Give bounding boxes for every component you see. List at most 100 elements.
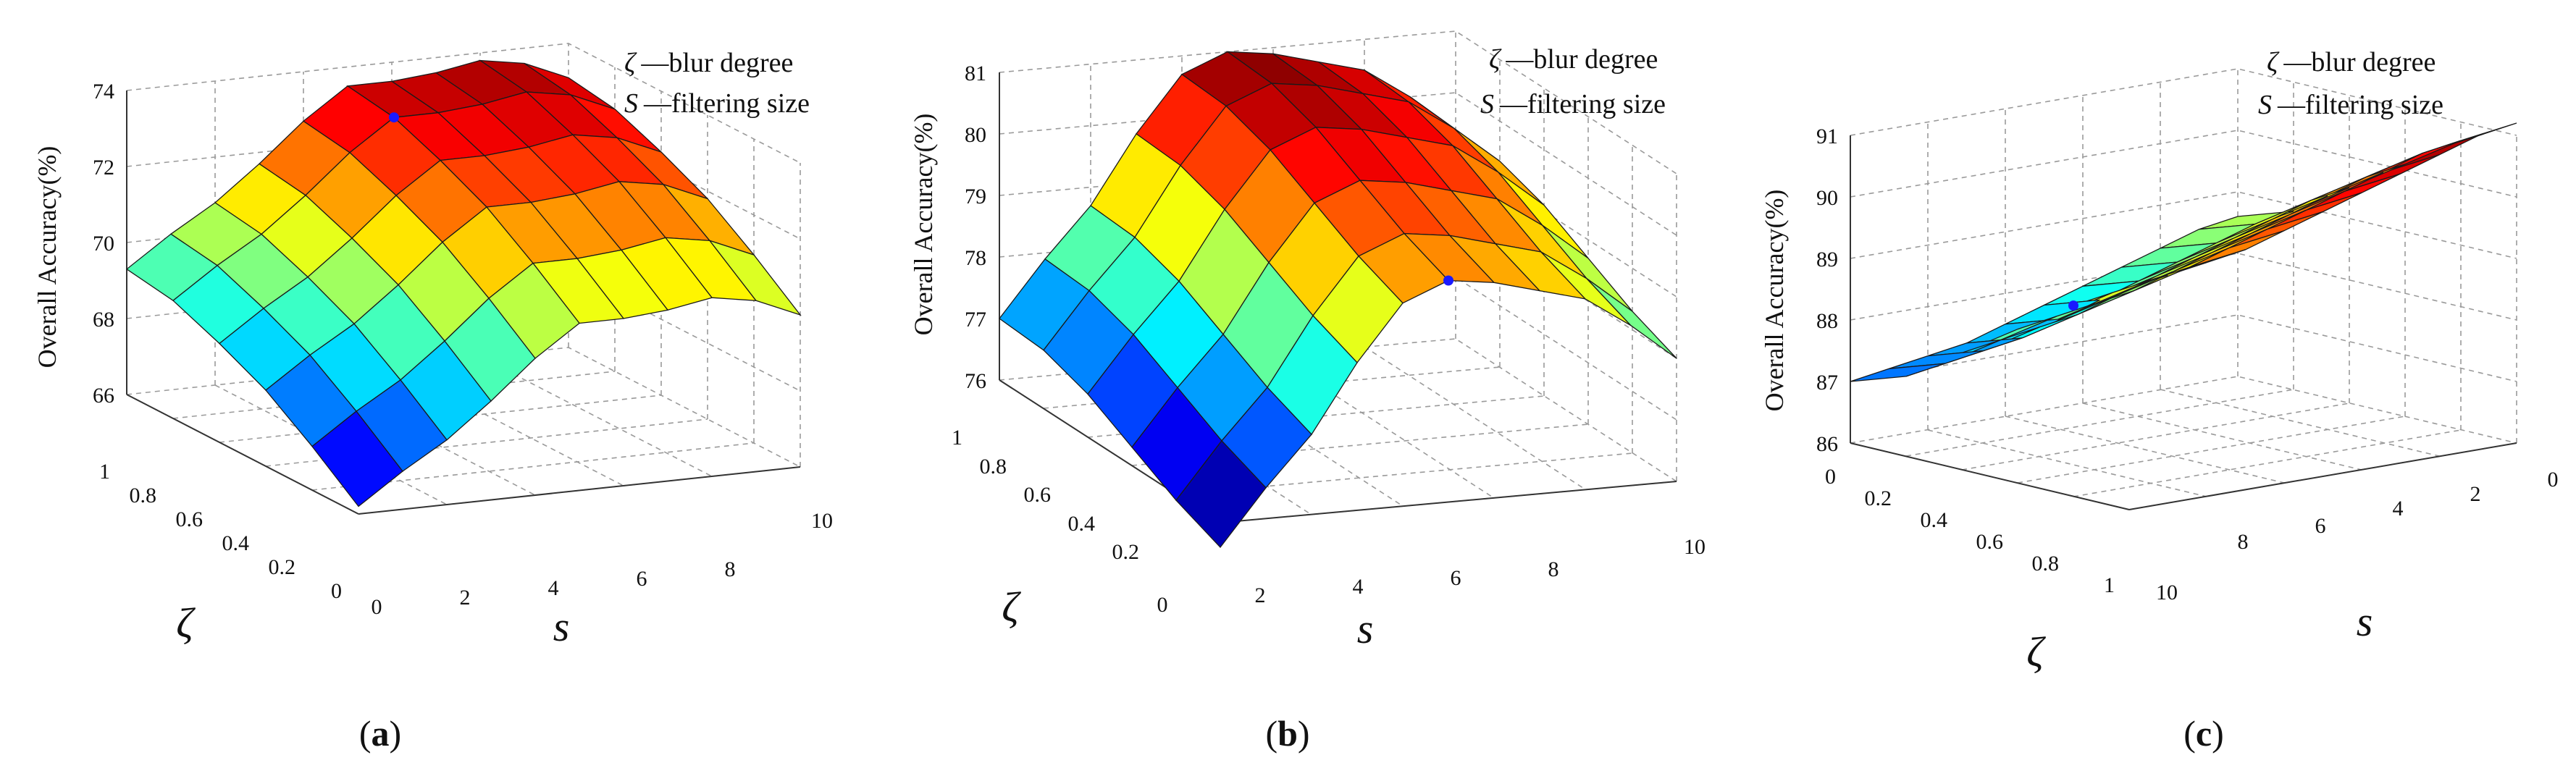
legend-s: S —filtering size <box>2258 90 2443 120</box>
best-point-marker <box>389 112 399 123</box>
zeta-tick-label: 0.6 <box>1024 483 1052 507</box>
z-tick-label: 86 <box>1816 432 1838 456</box>
s-tick-label: 8 <box>2238 530 2249 554</box>
s-tick-label: 0 <box>2548 468 2559 492</box>
axis-lines <box>1850 135 2517 510</box>
surface-patch <box>1850 363 1945 382</box>
z-tick-label: 72 <box>93 156 114 180</box>
surface-patch <box>1586 278 1677 359</box>
zeta-tick-label: 0.4 <box>1921 508 1948 532</box>
s-tick-label: 6 <box>2315 514 2326 538</box>
zeta-tick-label: 0 <box>1825 465 1836 489</box>
legend-s: S —filtering size <box>1480 89 1666 119</box>
surface <box>125 59 802 507</box>
z-tick-label: 80 <box>965 123 986 147</box>
z-tick-labels: 76 77 78 79 80 81 <box>965 62 986 393</box>
legend: ζ —blur degree S —filtering size <box>1480 44 1666 119</box>
legend-zeta: ζ —blur degree <box>624 48 793 78</box>
z-tick-label: 87 <box>1816 371 1838 395</box>
s-tick-labels: 0 2 4 6 8 10 <box>2156 468 2559 604</box>
caption: (a) <box>359 713 401 754</box>
s-tick-label: 6 <box>637 567 647 591</box>
best-point-marker <box>1443 275 1453 286</box>
zeta-tick-label: 0 <box>331 579 342 603</box>
z-gridlines <box>1850 68 2517 444</box>
panel-b: 76 77 78 79 80 81 0.2 0.4 0.6 0.8 1 0 2 … <box>909 30 1706 754</box>
z-tick-labels: 86 87 88 89 90 91 <box>1816 125 1838 456</box>
floor-gridlines <box>1850 389 2517 510</box>
legend-zeta: ζ —blur degree <box>1489 44 1658 75</box>
z-tick-label: 66 <box>93 384 114 408</box>
zeta-tick-label: 0.8 <box>130 484 157 507</box>
z-tick-label: 81 <box>965 62 986 85</box>
s-axis-label: s <box>553 603 570 650</box>
s-tick-label: 4 <box>548 576 559 600</box>
legend-zeta: ζ —blur degree <box>2267 47 2436 77</box>
s-axis-label: s <box>1357 605 1374 652</box>
z-tick-label: 77 <box>965 308 986 332</box>
panel-c: 86 87 88 89 90 91 0 0.2 0.4 0.6 0.8 1 0 … <box>1760 47 2559 754</box>
surface <box>1850 122 2517 382</box>
surface-patch <box>311 410 403 507</box>
s-tick-label: 2 <box>1255 583 1266 607</box>
zeta-tick-label: 0.2 <box>269 555 296 579</box>
zeta-tick-label: 0.6 <box>1976 530 2004 554</box>
z-tick-label: 91 <box>1816 125 1838 148</box>
s-tick-label: 10 <box>1684 535 1706 559</box>
z-tick-label: 76 <box>965 369 986 393</box>
surface-patch <box>2267 192 2362 230</box>
s-tick-label: 4 <box>2393 497 2404 520</box>
y-axis-label: Overall Accuracy(%) <box>1760 190 1789 412</box>
z-tick-label: 70 <box>93 232 114 256</box>
zeta-tick-label: 1 <box>99 460 110 484</box>
s-tick-label: 2 <box>2470 482 2481 506</box>
z-tick-label: 88 <box>1816 309 1838 333</box>
zeta-tick-label: 0.8 <box>2032 552 2060 576</box>
y-axis-label: Overall Accuracy(%) <box>909 114 938 336</box>
s-tick-label: 8 <box>725 557 736 581</box>
s-tick-label: 6 <box>1451 566 1461 590</box>
best-point-marker <box>2068 300 2078 311</box>
zeta-tick-label: 0.6 <box>176 507 204 531</box>
s-tick-label: 10 <box>811 509 833 533</box>
s-tick-label: 10 <box>2156 581 2178 604</box>
z-tick-label: 79 <box>965 185 986 208</box>
surface-patch <box>2305 173 2401 211</box>
z-tick-labels: 66 68 70 72 74 <box>93 80 114 408</box>
zeta-tick-labels: 0 0.2 0.4 0.6 0.8 1 <box>1825 465 2115 597</box>
zeta-tick-labels: 0.2 0.4 0.6 0.8 1 <box>952 426 1139 564</box>
zeta-axis-label: ζ <box>176 599 196 646</box>
surface <box>999 51 1677 549</box>
z-tick-label: 74 <box>93 80 114 104</box>
s-axis-label: s <box>2357 598 2373 645</box>
zeta-axis-label: ζ <box>1002 583 1021 631</box>
z-tick-label: 89 <box>1816 248 1838 271</box>
surface-patch <box>2344 154 2440 192</box>
legend: ζ —blur degree S —filtering size <box>2258 47 2443 120</box>
s-tick-label: 4 <box>1353 575 1364 599</box>
zeta-tick-label: 1 <box>952 426 962 450</box>
s-tick-label: 8 <box>1548 557 1559 581</box>
y-axis-label: Overall Accuracy(%) <box>33 146 62 368</box>
zeta-tick-label: 1 <box>2104 573 2115 597</box>
z-tick-label: 78 <box>965 246 986 270</box>
legend-s: S —filtering size <box>624 88 810 119</box>
panel-a: 66 68 70 72 74 0 0.2 0.4 0.6 0.8 1 0 2 4… <box>33 43 833 754</box>
s-tick-label: 2 <box>460 586 471 610</box>
zeta-tick-label: 0.4 <box>1068 512 1096 536</box>
zeta-axis-label: ζ <box>2026 628 2046 675</box>
z-tick-label: 90 <box>1816 186 1838 210</box>
axis-lines <box>126 90 801 515</box>
z-tick-label: 68 <box>93 308 114 332</box>
zeta-tick-label: 0.8 <box>980 455 1007 479</box>
zeta-tick-label: 0.2 <box>1112 540 1140 564</box>
caption: (b) <box>1265 713 1309 754</box>
caption: (c) <box>2183 713 2224 754</box>
s-tick-labels: 0 2 4 6 8 10 <box>372 509 834 619</box>
surface-patch <box>1175 439 1267 549</box>
surface-patch <box>708 240 802 316</box>
s-tick-label: 0 <box>1157 593 1168 617</box>
s-tick-label: 0 <box>372 595 382 619</box>
zeta-tick-label: 0.4 <box>222 531 250 555</box>
